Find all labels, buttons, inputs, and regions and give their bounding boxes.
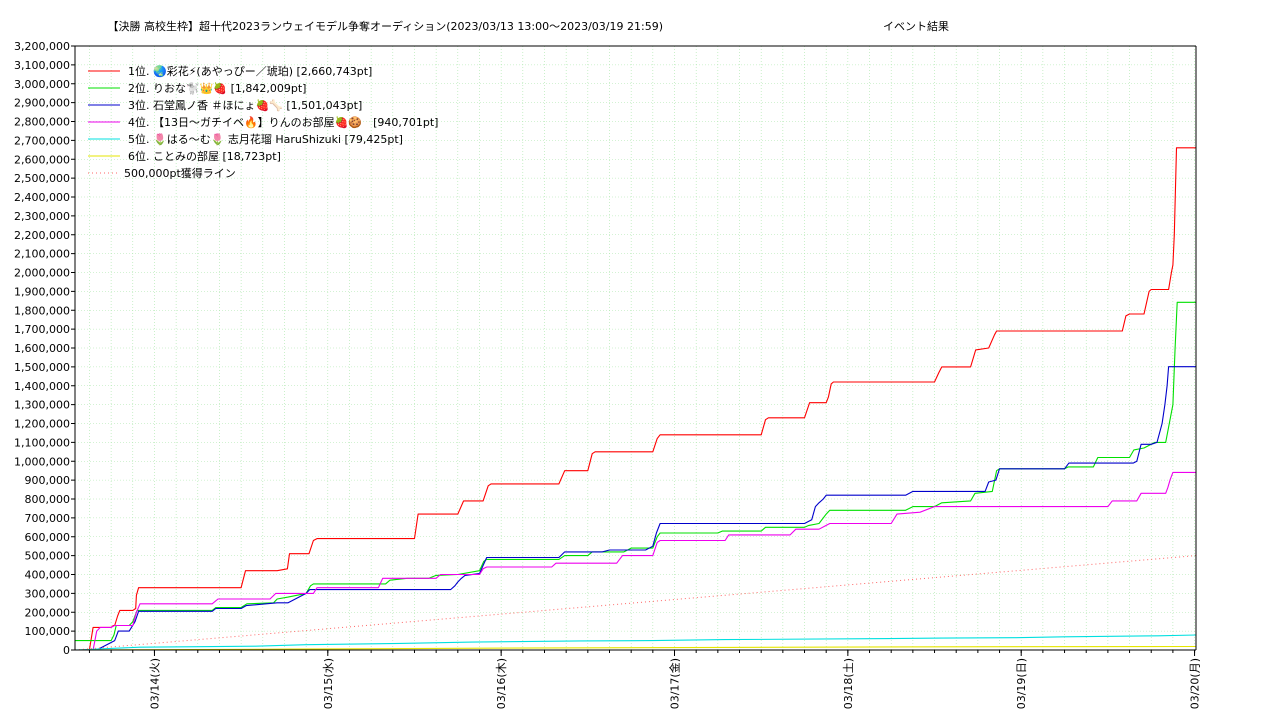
y-tick-label: 2,400,000 [14, 191, 70, 204]
legend-label-2: 2位. りおな🐩👑🍓 [1,842,009pt] [128, 81, 306, 95]
y-tick-label: 2,700,000 [14, 134, 70, 147]
y-tick-label: 1,600,000 [14, 342, 70, 355]
x-tick-label: 03/14(火) [148, 658, 161, 709]
legend-label-4: 4位. 【13日〜ガチイベ🔥】りんのお部屋🍓🍪 [940,701pt] [128, 115, 438, 129]
y-tick-label: 1,800,000 [14, 304, 70, 317]
y-tick-label: 500,000 [25, 550, 71, 563]
series-line-3 [75, 366, 1196, 651]
legend-label-1: 1位. 🌏彩花⚡(あやっぴー／琥珀) [2,660,743pt] [128, 64, 372, 78]
axes: 0 100,000 200,000 300,000 400,000 500,000 600,… [14, 40, 1202, 709]
legend: 1位. 🌏彩花⚡(あやっぴー／琥珀) [2,660,743pt] 2位. りおな🐩… [88, 64, 438, 180]
y-tick-label: 3,000,000 [14, 78, 70, 91]
x-tick-label: 03/15(水) [322, 658, 335, 709]
y-tick-label: 2,600,000 [14, 153, 70, 166]
y-tick-label: 3,100,000 [14, 59, 70, 72]
legend-label-6: 6位. ことみの部屋 [18,723pt] [128, 149, 281, 163]
x-tick-label: 03/16(木) [495, 658, 508, 709]
y-tick-label: 2,300,000 [14, 210, 70, 223]
y-tick-label: 2,500,000 [14, 172, 70, 185]
y-tick-label: 1,500,000 [14, 361, 70, 374]
x-tick-label: 03/20(月) [1189, 658, 1202, 709]
y-tick-label: 3,200,000 [14, 40, 70, 53]
x-tick-label: 03/18(土) [842, 658, 855, 709]
series-line-5 [74, 634, 1197, 651]
y-tick-label: 2,200,000 [14, 229, 70, 242]
y-tick-label: 300,000 [25, 587, 71, 600]
y-tick-label: 2,100,000 [14, 248, 70, 261]
y-tick-label: 2,800,000 [14, 116, 70, 129]
y-tick-label: 1,100,000 [14, 436, 70, 449]
series-line-1 [75, 147, 1196, 651]
y-tick-label: 2,000,000 [14, 267, 70, 280]
y-tick-label: 1,300,000 [14, 399, 70, 412]
y-tick-label: 0 [63, 644, 70, 657]
legend-label-7: 500,000pt獲得ライン [124, 167, 236, 180]
y-tick-label: 2,900,000 [14, 97, 70, 110]
y-tick-label: 800,000 [25, 493, 71, 506]
y-tick-label: 600,000 [25, 531, 71, 544]
y-tick-label: 700,000 [25, 512, 71, 525]
y-tick-label: 1,000,000 [14, 455, 70, 468]
series-line-4 [75, 471, 1196, 651]
y-tick-label: 1,400,000 [14, 380, 70, 393]
legend-label-3: 3位. 石堂鳳ノ香 ＃ほにょ🍓🦴 [1,501,043pt] [128, 98, 362, 112]
series-lines [74, 147, 1197, 651]
legend-label-5: 5位. 🌷はる〜む🌷 志月花瑠 HaruShizuki [79,425pt] [128, 132, 403, 146]
y-tick-label: 1,900,000 [14, 285, 70, 298]
y-tick-label: 1,700,000 [14, 323, 70, 336]
y-tick-label: 400,000 [25, 569, 71, 582]
y-tick-label: 900,000 [25, 474, 71, 487]
y-tick-label: 1,200,000 [14, 418, 70, 431]
y-tick-label: 100,000 [25, 625, 71, 638]
x-tick-label: 03/19(日) [1015, 658, 1028, 709]
series-line-2 [75, 301, 1196, 642]
series-line-6 [74, 645, 1197, 651]
chart-title-main: 【決勝 高校生枠】超十代2023ランウェイモデル争奪オーディション(2023/0… [108, 19, 664, 33]
chart-title-suffix: イベント結果 [883, 19, 949, 33]
x-tick-label: 03/17(金) [668, 658, 682, 709]
y-tick-label: 200,000 [25, 606, 71, 619]
